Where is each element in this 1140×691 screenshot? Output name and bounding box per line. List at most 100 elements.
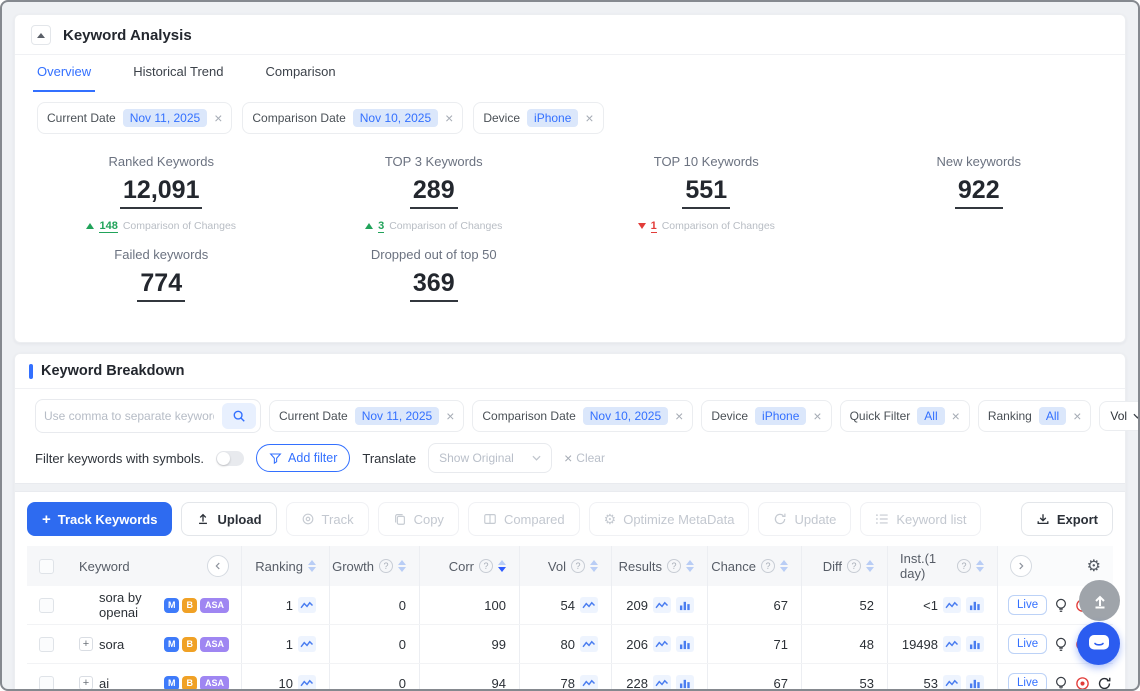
trend-sparkline-icon[interactable] xyxy=(580,636,598,652)
chip-value[interactable]: All xyxy=(917,407,945,425)
optimize-metadata-button[interactable]: Optimize MetaData xyxy=(588,502,750,536)
col-corr[interactable]: Corr xyxy=(420,546,520,586)
chip-value[interactable]: iPhone xyxy=(527,109,579,127)
close-icon[interactable] xyxy=(585,111,593,125)
symbols-toggle[interactable] xyxy=(216,450,245,466)
sort-icon[interactable] xyxy=(780,560,788,572)
close-icon[interactable] xyxy=(214,111,222,125)
collapse-columns-left-icon[interactable] xyxy=(207,555,229,577)
change-value[interactable]: 148 xyxy=(99,219,118,233)
bar-chart-icon[interactable] xyxy=(676,675,694,689)
row-checkbox[interactable] xyxy=(39,597,54,613)
row-checkbox[interactable] xyxy=(39,675,54,689)
bar-chart-icon[interactable] xyxy=(966,636,984,652)
close-icon[interactable] xyxy=(952,409,960,423)
diff-value: 48 xyxy=(859,636,874,652)
stat-value[interactable]: 551 xyxy=(682,176,731,209)
collapse-panel-button[interactable] xyxy=(31,25,51,45)
clear-filters-button[interactable]: Clear xyxy=(564,451,605,465)
close-icon[interactable] xyxy=(445,111,453,125)
bar-chart-icon[interactable] xyxy=(676,636,694,652)
export-button[interactable]: Export xyxy=(1020,502,1113,536)
col-results[interactable]: Results xyxy=(612,546,708,586)
col-diff[interactable]: Diff xyxy=(802,546,888,586)
select-all-checkbox[interactable] xyxy=(39,558,54,574)
trend-sparkline-icon[interactable] xyxy=(298,675,316,689)
live-button[interactable]: Live xyxy=(1008,634,1048,654)
update-button[interactable]: Update xyxy=(758,502,852,536)
back-to-top-button[interactable] xyxy=(1079,580,1120,621)
copy-button[interactable]: Copy xyxy=(377,502,459,536)
trend-sparkline-icon[interactable] xyxy=(580,675,598,689)
stat-value[interactable]: 774 xyxy=(137,269,186,302)
target-record-icon[interactable] xyxy=(1075,676,1090,689)
col-inst-1day[interactable]: Inst.(1 day) xyxy=(888,546,998,586)
chip-value[interactable]: Nov 10, 2025 xyxy=(582,407,669,425)
track-button[interactable]: Track xyxy=(285,502,369,536)
sort-icon[interactable] xyxy=(686,560,694,572)
bar-chart-icon[interactable] xyxy=(966,597,984,613)
tab-comparison[interactable]: Comparison xyxy=(265,64,336,79)
trend-sparkline-icon[interactable] xyxy=(580,597,598,613)
stat-value[interactable]: 369 xyxy=(409,269,458,302)
trend-sparkline-icon[interactable] xyxy=(653,675,671,689)
expand-icon[interactable] xyxy=(79,676,93,689)
live-button[interactable]: Live xyxy=(1008,673,1048,689)
expand-columns-right-icon[interactable] xyxy=(1010,555,1032,577)
change-value[interactable]: 3 xyxy=(378,219,385,233)
sort-icon-active-desc[interactable] xyxy=(498,560,506,572)
sort-icon[interactable] xyxy=(398,560,406,572)
stat-value[interactable]: 289 xyxy=(409,176,458,209)
sort-icon[interactable] xyxy=(866,560,874,572)
chip-value[interactable]: Nov 10, 2025 xyxy=(352,109,439,127)
trend-sparkline-icon[interactable] xyxy=(298,597,316,613)
expand-icon[interactable] xyxy=(79,637,93,651)
col-vol[interactable]: Vol xyxy=(520,546,612,586)
bulb-icon[interactable] xyxy=(1054,636,1068,653)
track-keywords-button[interactable]: Track Keywords xyxy=(27,502,173,536)
close-icon[interactable] xyxy=(1073,409,1081,423)
compared-button[interactable]: Compared xyxy=(467,502,580,536)
sort-icon[interactable] xyxy=(976,560,984,572)
row-checkbox[interactable] xyxy=(39,636,54,652)
bar-chart-icon[interactable] xyxy=(966,675,984,689)
live-button[interactable]: Live xyxy=(1008,595,1048,615)
chat-support-button[interactable] xyxy=(1077,622,1120,665)
bulb-icon[interactable] xyxy=(1054,675,1068,689)
sort-icon[interactable] xyxy=(308,560,316,572)
close-icon[interactable] xyxy=(813,409,821,423)
change-value[interactable]: 1 xyxy=(650,219,657,233)
chip-value[interactable]: iPhone xyxy=(755,407,807,425)
upload-button[interactable]: Upload xyxy=(181,502,277,536)
trend-sparkline-icon[interactable] xyxy=(943,597,961,613)
trend-sparkline-icon[interactable] xyxy=(298,636,316,652)
tab-overview[interactable]: Overview xyxy=(33,64,96,92)
trend-sparkline-icon[interactable] xyxy=(653,636,671,652)
translate-select[interactable]: Show Original xyxy=(428,443,553,473)
stat-value[interactable]: 12,091 xyxy=(120,176,203,209)
tab-historical-trend[interactable]: Historical Trend xyxy=(133,64,224,79)
chip-value[interactable]: All xyxy=(1038,407,1067,425)
trend-sparkline-icon[interactable] xyxy=(943,675,961,689)
keyword-list-button[interactable]: Keyword list xyxy=(860,502,982,536)
refresh-icon[interactable] xyxy=(1097,676,1112,690)
chip-value[interactable]: Nov 11, 2025 xyxy=(122,109,208,127)
trend-sparkline-icon[interactable] xyxy=(653,597,671,613)
search-icon[interactable] xyxy=(222,403,256,429)
sort-icon[interactable] xyxy=(590,560,598,572)
col-ranking[interactable]: Ranking xyxy=(242,546,330,586)
search-input[interactable] xyxy=(36,409,222,423)
bar-chart-icon[interactable] xyxy=(676,597,694,613)
stat-value[interactable]: 922 xyxy=(954,176,1003,209)
chip-value[interactable]: Nov 11, 2025 xyxy=(354,407,440,425)
vol-sort-dropdown[interactable]: Vol xyxy=(1099,401,1138,431)
close-icon[interactable] xyxy=(446,409,454,423)
col-chance[interactable]: Chance xyxy=(708,546,802,586)
export-label: Export xyxy=(1056,511,1098,527)
table-settings-gear-icon[interactable] xyxy=(1087,556,1101,576)
close-icon[interactable] xyxy=(675,409,683,423)
trend-sparkline-icon[interactable] xyxy=(943,636,961,652)
add-filter-button[interactable]: Add filter xyxy=(256,444,351,472)
col-growth[interactable]: Growth xyxy=(330,546,420,586)
bulb-icon[interactable] xyxy=(1054,597,1068,614)
